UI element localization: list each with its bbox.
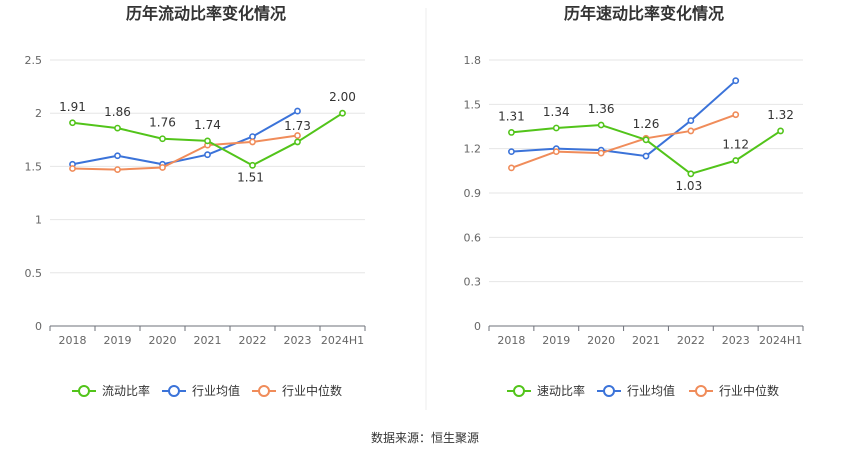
chart-1-y-tick-label: 0 bbox=[35, 320, 42, 333]
chart-2-legend-swatch-marker[interactable] bbox=[695, 385, 707, 397]
chart-1-series-1-point[interactable] bbox=[294, 138, 301, 146]
chart-2-x-tick-label: 2023 bbox=[722, 334, 750, 347]
chart-1-x-tick-label: 2019 bbox=[104, 334, 132, 347]
chart-1-series-3-point[interactable] bbox=[249, 138, 256, 146]
chart-2-y-tick-label: 0.3 bbox=[464, 276, 482, 289]
chart-2-series-2-point[interactable] bbox=[642, 152, 650, 160]
chart-1-series-3-point[interactable] bbox=[294, 132, 301, 139]
chart-1-x-tick-label: 2024H1 bbox=[321, 334, 364, 347]
chart-2-y-tick-label: 0.6 bbox=[464, 231, 482, 244]
chart-2-x-tick-label: 2022 bbox=[677, 334, 705, 347]
chart-2-y-tick-label: 0 bbox=[474, 320, 481, 333]
chart-2-data-label: 1.32 bbox=[767, 108, 794, 122]
chart-2-data-label: 1.34 bbox=[543, 105, 570, 119]
chart-2-series-3-point[interactable] bbox=[508, 164, 515, 172]
chart-2-series-1-point[interactable] bbox=[642, 136, 650, 144]
chart-2-legend-label[interactable]: 行业均值 bbox=[627, 383, 675, 398]
chart-1-x-tick-label: 2023 bbox=[284, 334, 312, 347]
chart-1-series-1-point[interactable] bbox=[249, 161, 256, 169]
chart-2-x-tick-label: 2024H1 bbox=[759, 334, 802, 347]
chart-1-legend-label[interactable]: 行业中位数 bbox=[282, 383, 342, 398]
chart-1-series-2-point[interactable] bbox=[249, 133, 256, 141]
chart-1-y-tick-label: 2.5 bbox=[25, 54, 43, 67]
chart-2-series-1-point[interactable] bbox=[552, 124, 560, 132]
chart-1-series-3-line bbox=[72, 134, 298, 171]
chart-2-y-tick-label: 1.5 bbox=[464, 98, 482, 111]
chart-2-y-tick-label: 1.2 bbox=[464, 143, 482, 156]
chart-2-data-label: 1.36 bbox=[588, 102, 615, 116]
chart-1-series-1-point[interactable] bbox=[339, 109, 346, 117]
chart-2-data-label: 1.31 bbox=[498, 109, 525, 123]
chart-1-legend-swatch-marker[interactable] bbox=[168, 385, 180, 397]
chart-1-data-label: 1.74 bbox=[194, 118, 221, 132]
chart-1-x-tick-label: 2020 bbox=[149, 334, 177, 347]
chart-2-legend-label[interactable]: 行业中位数 bbox=[719, 383, 779, 398]
chart-1-series-3-point[interactable] bbox=[114, 166, 121, 173]
chart-1-data-label: 1.86 bbox=[104, 105, 131, 119]
chart-1-data-label: 1.76 bbox=[149, 116, 176, 130]
chart-1-data-label: 1.51 bbox=[237, 170, 264, 184]
chart-2-series-1-point[interactable] bbox=[508, 129, 515, 136]
chart-2-data-label: 1.26 bbox=[633, 117, 660, 131]
chart-1-legend-label[interactable]: 行业均值 bbox=[192, 383, 240, 398]
chart-1-title: 历年流动比率变化情况 bbox=[126, 4, 286, 23]
chart-2-data-label: 1.12 bbox=[722, 137, 749, 151]
chart-2-x-tick-label: 2020 bbox=[587, 334, 615, 347]
chart-1-series-3-point[interactable] bbox=[159, 164, 166, 171]
chart-1-legend-swatch-marker[interactable] bbox=[78, 385, 90, 397]
chart-2-x-tick-label: 2018 bbox=[497, 334, 525, 347]
chart-2-series-1-point[interactable] bbox=[777, 127, 784, 135]
chart-1-legend-label[interactable]: 流动比率 bbox=[102, 383, 150, 398]
chart-1-data-label: 1.91 bbox=[59, 100, 86, 114]
chart-1-y-tick-label: 0.5 bbox=[25, 267, 43, 280]
chart-1-y-tick-label: 1.5 bbox=[25, 160, 43, 173]
chart-1-data-label: 2.00 bbox=[329, 90, 356, 104]
chart-2-series-3-point[interactable] bbox=[687, 127, 695, 135]
chart-1-y-tick-label: 1 bbox=[35, 214, 42, 227]
chart-2-series-1-point[interactable] bbox=[687, 170, 695, 178]
chart-2-legend-swatch-marker[interactable] bbox=[603, 385, 615, 397]
chart-2-x-tick-label: 2019 bbox=[542, 334, 570, 347]
chart-1-y-tick-label: 2 bbox=[35, 107, 42, 120]
data-source-note: 数据来源：恒生聚源 bbox=[371, 430, 479, 445]
chart-2-series-1-point[interactable] bbox=[732, 157, 740, 164]
chart-2-series-1-point[interactable] bbox=[597, 121, 605, 129]
chart-2-y-tick-label: 1.8 bbox=[464, 54, 482, 67]
chart-2-x-tick-label: 2021 bbox=[632, 334, 660, 347]
chart-2-y-tick-label: 0.9 bbox=[464, 187, 482, 200]
chart-1-series-1-point[interactable] bbox=[114, 124, 121, 132]
chart-1-series-2-point[interactable] bbox=[204, 151, 211, 159]
chart-1-legend-swatch-marker[interactable] bbox=[258, 385, 270, 397]
chart-2-series-2-line bbox=[511, 79, 737, 158]
chart-1-series-2-line bbox=[72, 110, 298, 166]
chart-2-series-2-point[interactable] bbox=[732, 77, 740, 85]
chart-1-series-1-point[interactable] bbox=[69, 119, 76, 127]
chart-2-legend-label[interactable]: 速动比率 bbox=[537, 383, 585, 398]
chart-2-series-3-point[interactable] bbox=[732, 111, 740, 119]
chart-1-series-2-point[interactable] bbox=[114, 152, 121, 160]
chart-2-title: 历年速动比率变化情况 bbox=[564, 4, 724, 23]
chart-2-series-2-point[interactable] bbox=[687, 117, 695, 124]
chart-1-series-3-point[interactable] bbox=[69, 165, 76, 172]
chart-2-series-3-point[interactable] bbox=[552, 148, 560, 156]
chart-2-data-label: 1.03 bbox=[675, 179, 702, 193]
chart-1-x-tick-label: 2021 bbox=[194, 334, 222, 347]
chart-1-data-label: 1.73 bbox=[284, 119, 311, 133]
chart-2-legend-swatch-marker[interactable] bbox=[513, 385, 525, 397]
chart-1-x-tick-label: 2022 bbox=[239, 334, 267, 347]
chart-2-series-3-line bbox=[511, 113, 737, 169]
chart-2-series-3-point[interactable] bbox=[597, 149, 605, 157]
chart-1-series-1-point[interactable] bbox=[159, 135, 166, 143]
chart-2-series-2-point[interactable] bbox=[508, 148, 515, 156]
chart-1-series-2-point[interactable] bbox=[294, 107, 301, 115]
chart-1-x-tick-label: 2018 bbox=[59, 334, 87, 347]
chart-1-series-1-point[interactable] bbox=[204, 137, 211, 145]
